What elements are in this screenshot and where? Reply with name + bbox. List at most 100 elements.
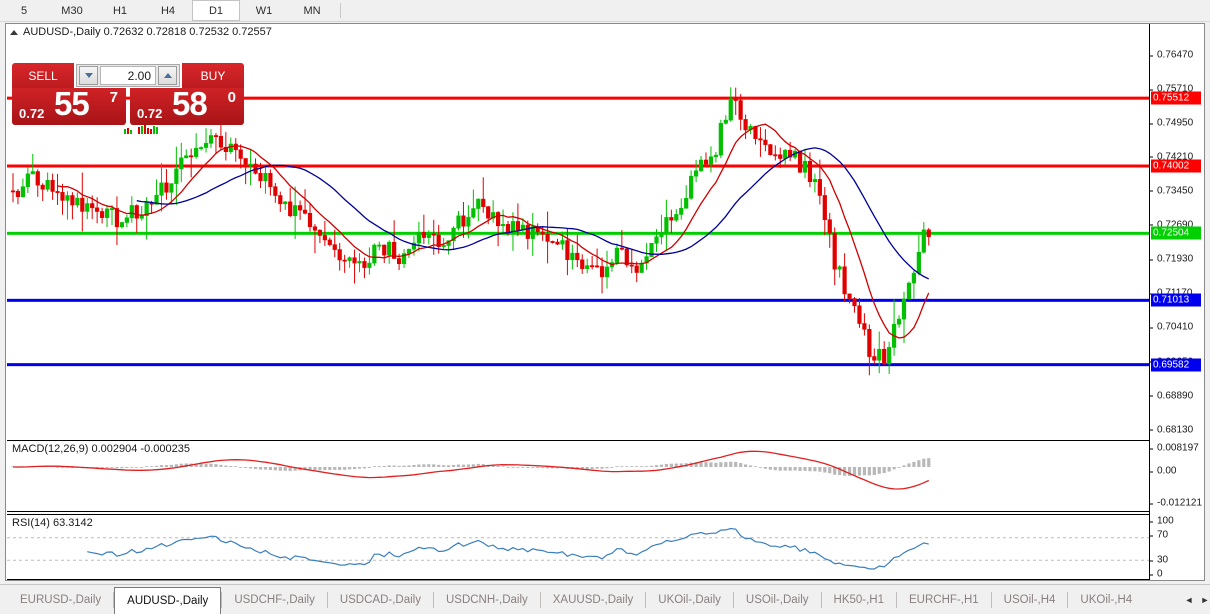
candle-body [426, 233, 431, 238]
timeframe-button-5[interactable]: 5 [20, 4, 28, 17]
candle-body [416, 232, 422, 244]
macd-histogram-bar [912, 461, 916, 467]
candle-body [664, 217, 669, 233]
macd-histogram-bar [892, 467, 896, 470]
symbol-tab-ukoildaily[interactable]: UKOil-,Daily [658, 594, 721, 606]
chart-window: AUDUSD-,Daily 0.72632 0.72818 0.72532 0.… [5, 23, 1205, 581]
tab-divider [221, 592, 223, 608]
oct-header-row: SELL 2.00 BUY [12, 63, 244, 88]
candle-body [154, 194, 159, 205]
macd-histogram-bar [922, 458, 926, 467]
candle-body [387, 241, 392, 256]
collapse-triangle-icon[interactable] [10, 29, 18, 35]
macd-histogram-bar [392, 465, 396, 467]
symbol-tab-usdchfdaily[interactable]: USDCHF-,Daily [234, 594, 315, 606]
candle-body [550, 241, 555, 243]
sell-price-tile[interactable]: 0.72 55 7 [12, 85, 126, 125]
macd-histogram-bar [407, 465, 411, 467]
volume-input[interactable]: 2.00 [100, 66, 156, 85]
macd-histogram-bar [516, 467, 520, 468]
candle-body [55, 191, 60, 193]
candle-body [505, 224, 511, 234]
candle-body [599, 266, 605, 278]
symbol-tab-usoilh4[interactable]: USOil-,H4 [1003, 594, 1056, 606]
buy-price-big: 58 [172, 85, 208, 122]
candle-body [114, 208, 120, 228]
rsi-tick-30: 30 [1150, 555, 1168, 566]
level-line-0.72504[interactable] [7, 231, 1150, 235]
candle-body [723, 119, 728, 124]
volume-increase-button[interactable] [158, 66, 177, 85]
volume-decrease-button[interactable] [79, 66, 98, 85]
timeframe-button-h1[interactable]: H1 [112, 4, 128, 17]
candle-body [654, 236, 659, 244]
macd-histogram-bar [694, 462, 698, 467]
candle-body [456, 215, 461, 229]
candle-body [679, 207, 684, 215]
candle-body [495, 212, 501, 227]
sell-button[interactable]: SELL [12, 63, 74, 88]
scroll-right-icon[interactable]: ► [1200, 595, 1210, 605]
moving-average-line [136, 147, 930, 280]
macd-histogram-bar [773, 467, 777, 471]
macd-histogram-bar [318, 467, 322, 471]
symbol-tab-usdcaddaily[interactable]: USDCAD-,Daily [339, 594, 421, 606]
symbol-tab-ukoilh4[interactable]: UKOil-,H4 [1080, 594, 1133, 606]
candle-body [817, 179, 822, 196]
rsi-pane[interactable]: RSI(14) 63.3142 [7, 514, 1150, 580]
candle-body [164, 182, 169, 193]
candle-body [238, 149, 243, 159]
tab-divider [113, 592, 115, 608]
macd-histogram-bar [456, 464, 461, 467]
price-axis[interactable]: 0.76470 0.75710 0.74950 0.74210 0.73450 0.726… [1149, 24, 1204, 580]
buy-price-tile[interactable]: 0.72 58 0 [130, 85, 244, 125]
macd-histogram-bar [169, 464, 173, 467]
candle-body [560, 240, 565, 245]
level-line-0.71013[interactable] [7, 298, 1150, 302]
macd-histogram-bar [174, 464, 178, 467]
macd-histogram-bar [258, 467, 263, 470]
price-level-badge-0.71013: 0.71013 [1151, 293, 1201, 307]
candle-body [659, 232, 664, 238]
macd-histogram-bar [194, 463, 198, 467]
symbol-tab-xauusddaily[interactable]: XAUUSD-,Daily [552, 594, 634, 606]
macd-histogram-bar [877, 467, 881, 474]
timeframe-button-m30[interactable]: M30 [61, 4, 83, 17]
level-line-0.75512[interactable] [7, 96, 1150, 100]
candle-body [921, 229, 926, 253]
candle-body [590, 265, 595, 268]
macd-histogram-bar [313, 467, 317, 471]
price-chart-pane[interactable] [7, 38, 1150, 438]
sell-price-fraction: 7 [109, 89, 118, 106]
macd-histogram-bar [847, 467, 852, 476]
level-line-0.69582[interactable] [7, 363, 1150, 367]
scroll-left-icon[interactable]: ◄ [1184, 595, 1194, 605]
symbol-tab-eurusddaily[interactable]: EURUSD-,Daily [20, 594, 102, 606]
symbol-tab-usdcnhdaily[interactable]: USDCNH-,Daily [445, 594, 528, 606]
symbol-tab-audusddaily[interactable]: AUDUSD-,Daily [114, 587, 222, 614]
candle-body [263, 173, 268, 182]
candle-body [812, 179, 817, 183]
macd-histogram-bar [412, 465, 416, 467]
timeframe-button-w1[interactable]: W1 [255, 4, 273, 17]
buy-button[interactable]: BUY [182, 63, 244, 88]
timeframe-button-h4[interactable]: H4 [160, 4, 176, 17]
candle-body [243, 158, 248, 165]
candle-body [797, 150, 803, 173]
symbol-tab-eurchfh1[interactable]: EURCHF-,H1 [909, 594, 979, 606]
timeframe-button-d1[interactable]: D1 [192, 0, 240, 21]
buy-price-prefix: 0.72 [137, 106, 163, 121]
tab-scroll-arrows: ◄ ► [1182, 585, 1210, 614]
symbol-tab-usoildaily[interactable]: USOil-,Daily [745, 594, 809, 606]
timeframe-button-mn[interactable]: MN [303, 4, 321, 17]
macd-histogram-bar [808, 467, 812, 472]
symbol-tab-hk50h1[interactable]: HK50-,H1 [833, 594, 885, 606]
level-line-0.74002[interactable] [7, 164, 1150, 168]
candle-body [624, 248, 629, 266]
macd-pane[interactable]: MACD(12,26,9) 0.002904 -0.000235 [7, 440, 1150, 512]
macd-histogram-bar [679, 463, 683, 467]
candle-body [213, 135, 219, 138]
date-axis[interactable]: 8 Sep 202127 Sep 202115 Oct 20213 Nov 20… [6, 580, 1149, 581]
candle-body [585, 265, 590, 269]
